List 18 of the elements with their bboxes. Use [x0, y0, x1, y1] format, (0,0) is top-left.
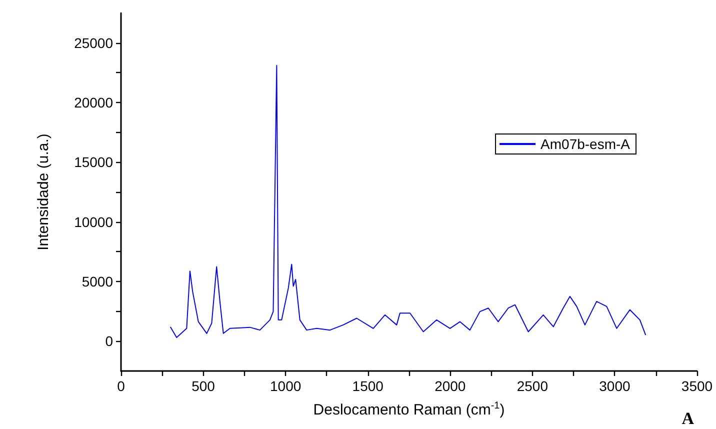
y-axis-title: Intensidade (u.a.): [35, 134, 52, 250]
x-tick-label: 500: [192, 378, 216, 394]
x-tick-label: 2000: [434, 378, 466, 394]
x-tick-label: 3000: [599, 378, 630, 394]
x-tick-label: 0: [117, 378, 126, 394]
line-series: [170, 65, 646, 338]
text: A: [682, 409, 695, 428]
y-tick-label: 10000: [74, 214, 114, 230]
y-tick-label: 5000: [82, 274, 114, 290]
legend-label: Am07b-esm-A: [540, 136, 631, 152]
y-tick-label: 15000: [74, 154, 114, 170]
y-tick-label: 0: [105, 333, 114, 350]
x-tick-label: 1000: [270, 378, 302, 394]
y-tick-label: 25000: [74, 34, 114, 51]
x-tick-label: 2500: [516, 378, 548, 394]
y-tick-label: 20000: [74, 94, 114, 110]
x-tick-label: 3500: [681, 378, 713, 394]
x-tick-label: 1500: [352, 378, 384, 394]
